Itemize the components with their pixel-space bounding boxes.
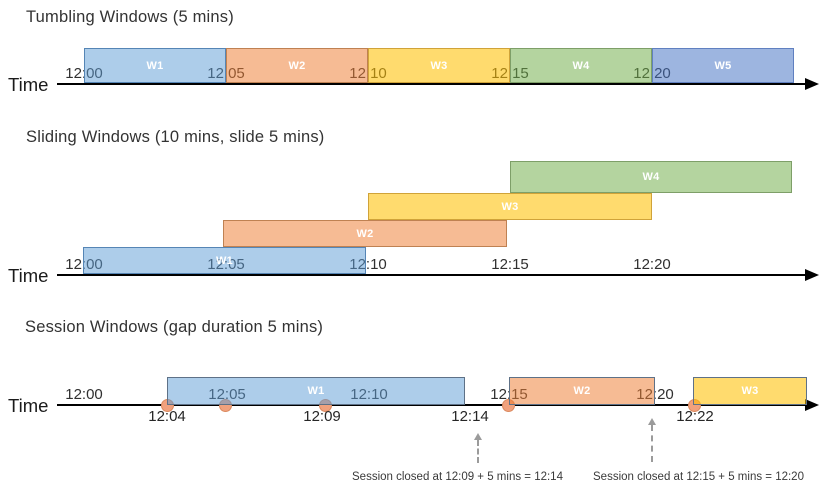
section-title: Session Windows (gap duration 5 mins) [25,318,324,336]
window-box: W1 [83,247,366,274]
window-label: W1 [215,254,234,267]
window-box: W4 [510,48,652,83]
tick-label: 12:00 [65,386,103,403]
window-label: W5 [714,59,732,72]
window-label: W1 [307,385,325,397]
window-label: W2 [356,227,374,240]
time-axis-label: Time [8,395,49,416]
event-time-label: 12:04 [148,408,186,425]
time-axis [57,404,806,406]
time-axis-arrowhead [805,268,819,281]
window-label: W1 [146,59,164,72]
window-label: W2 [573,385,591,397]
session-close-annotation: Session closed at 12:09 + 5 mins = 12:14 [352,471,563,483]
section-title: Sliding Windows (10 mins, slide 5 mins) [26,128,325,146]
window-label: W4 [572,59,590,72]
window-box: W5 [652,48,794,83]
time-axis-arrowhead [805,398,819,411]
tick-label: 12:20 [633,256,671,273]
window-label: W3 [741,385,759,397]
window-label: W4 [642,171,660,183]
window-box: W2 [226,48,368,83]
window-label: W2 [288,59,306,72]
section-title: Tumbling Windows (5 mins) [26,8,234,26]
session-close-annotation: Session closed at 12:15 + 5 mins = 12:20 [593,471,804,483]
window-box: W1 [84,48,226,83]
window-box: W3 [368,193,652,220]
window-box: W1 [167,377,465,405]
arrow-shaft [651,425,653,462]
window-label: W3 [430,59,448,72]
arrow-up-icon [648,418,656,425]
time-axis-arrowhead [805,77,819,90]
window-box: W4 [510,161,792,193]
window-box: W2 [509,377,655,405]
event-time-label: 12:09 [303,408,341,425]
window-label: W3 [501,200,519,213]
arrow-up-icon [474,433,482,440]
time-axis [57,83,806,85]
event-time-label: 12:22 [676,408,714,425]
window-box: W3 [368,48,510,83]
tick-label: 12:15 [491,256,529,273]
window-box: W2 [223,220,507,247]
arrow-shaft [477,440,479,463]
event-time-label: 12:14 [451,408,489,425]
time-axis-label: Time [8,265,49,286]
time-axis [57,274,806,276]
window-box: W3 [693,377,807,405]
time-axis-label: Time [8,74,49,95]
